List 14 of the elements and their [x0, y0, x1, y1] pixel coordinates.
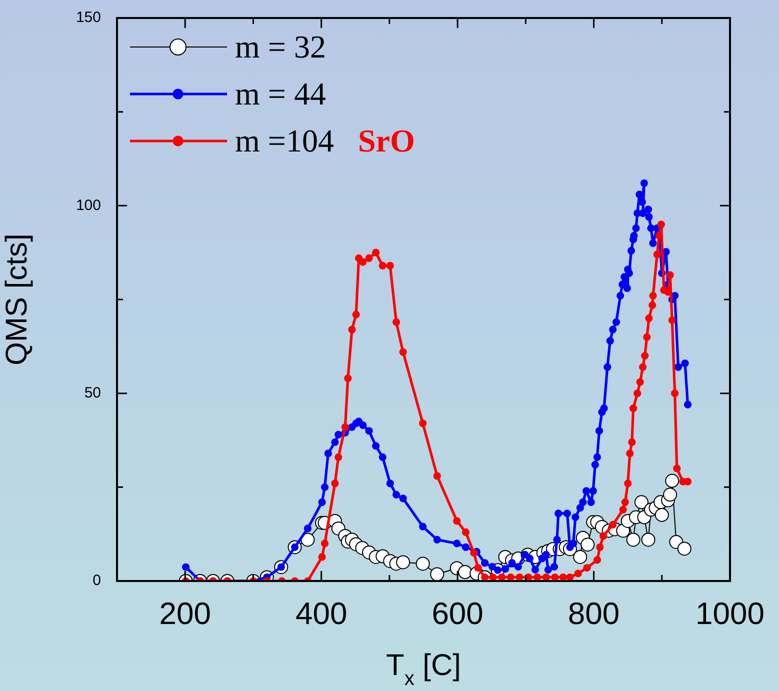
legend-label: m = 44: [235, 75, 326, 112]
y-axis-title: QMS [cts]: [0, 234, 34, 366]
x-tick-label: 600: [432, 596, 484, 632]
y-tick-label: 150: [76, 9, 101, 26]
y-tick-label: 0: [92, 572, 101, 590]
x-tick-label: 200: [159, 596, 211, 632]
y-tick-label: 50: [84, 384, 101, 402]
x-tick-label: 400: [295, 596, 348, 632]
x-tick-label: 800: [568, 596, 620, 632]
y-tick-label: 100: [76, 196, 101, 214]
annotation: SrO: [358, 122, 415, 158]
x-tick-label: 1000: [696, 596, 764, 632]
legend-label: m =104: [235, 122, 334, 158]
legend-label: m = 32: [235, 28, 326, 64]
